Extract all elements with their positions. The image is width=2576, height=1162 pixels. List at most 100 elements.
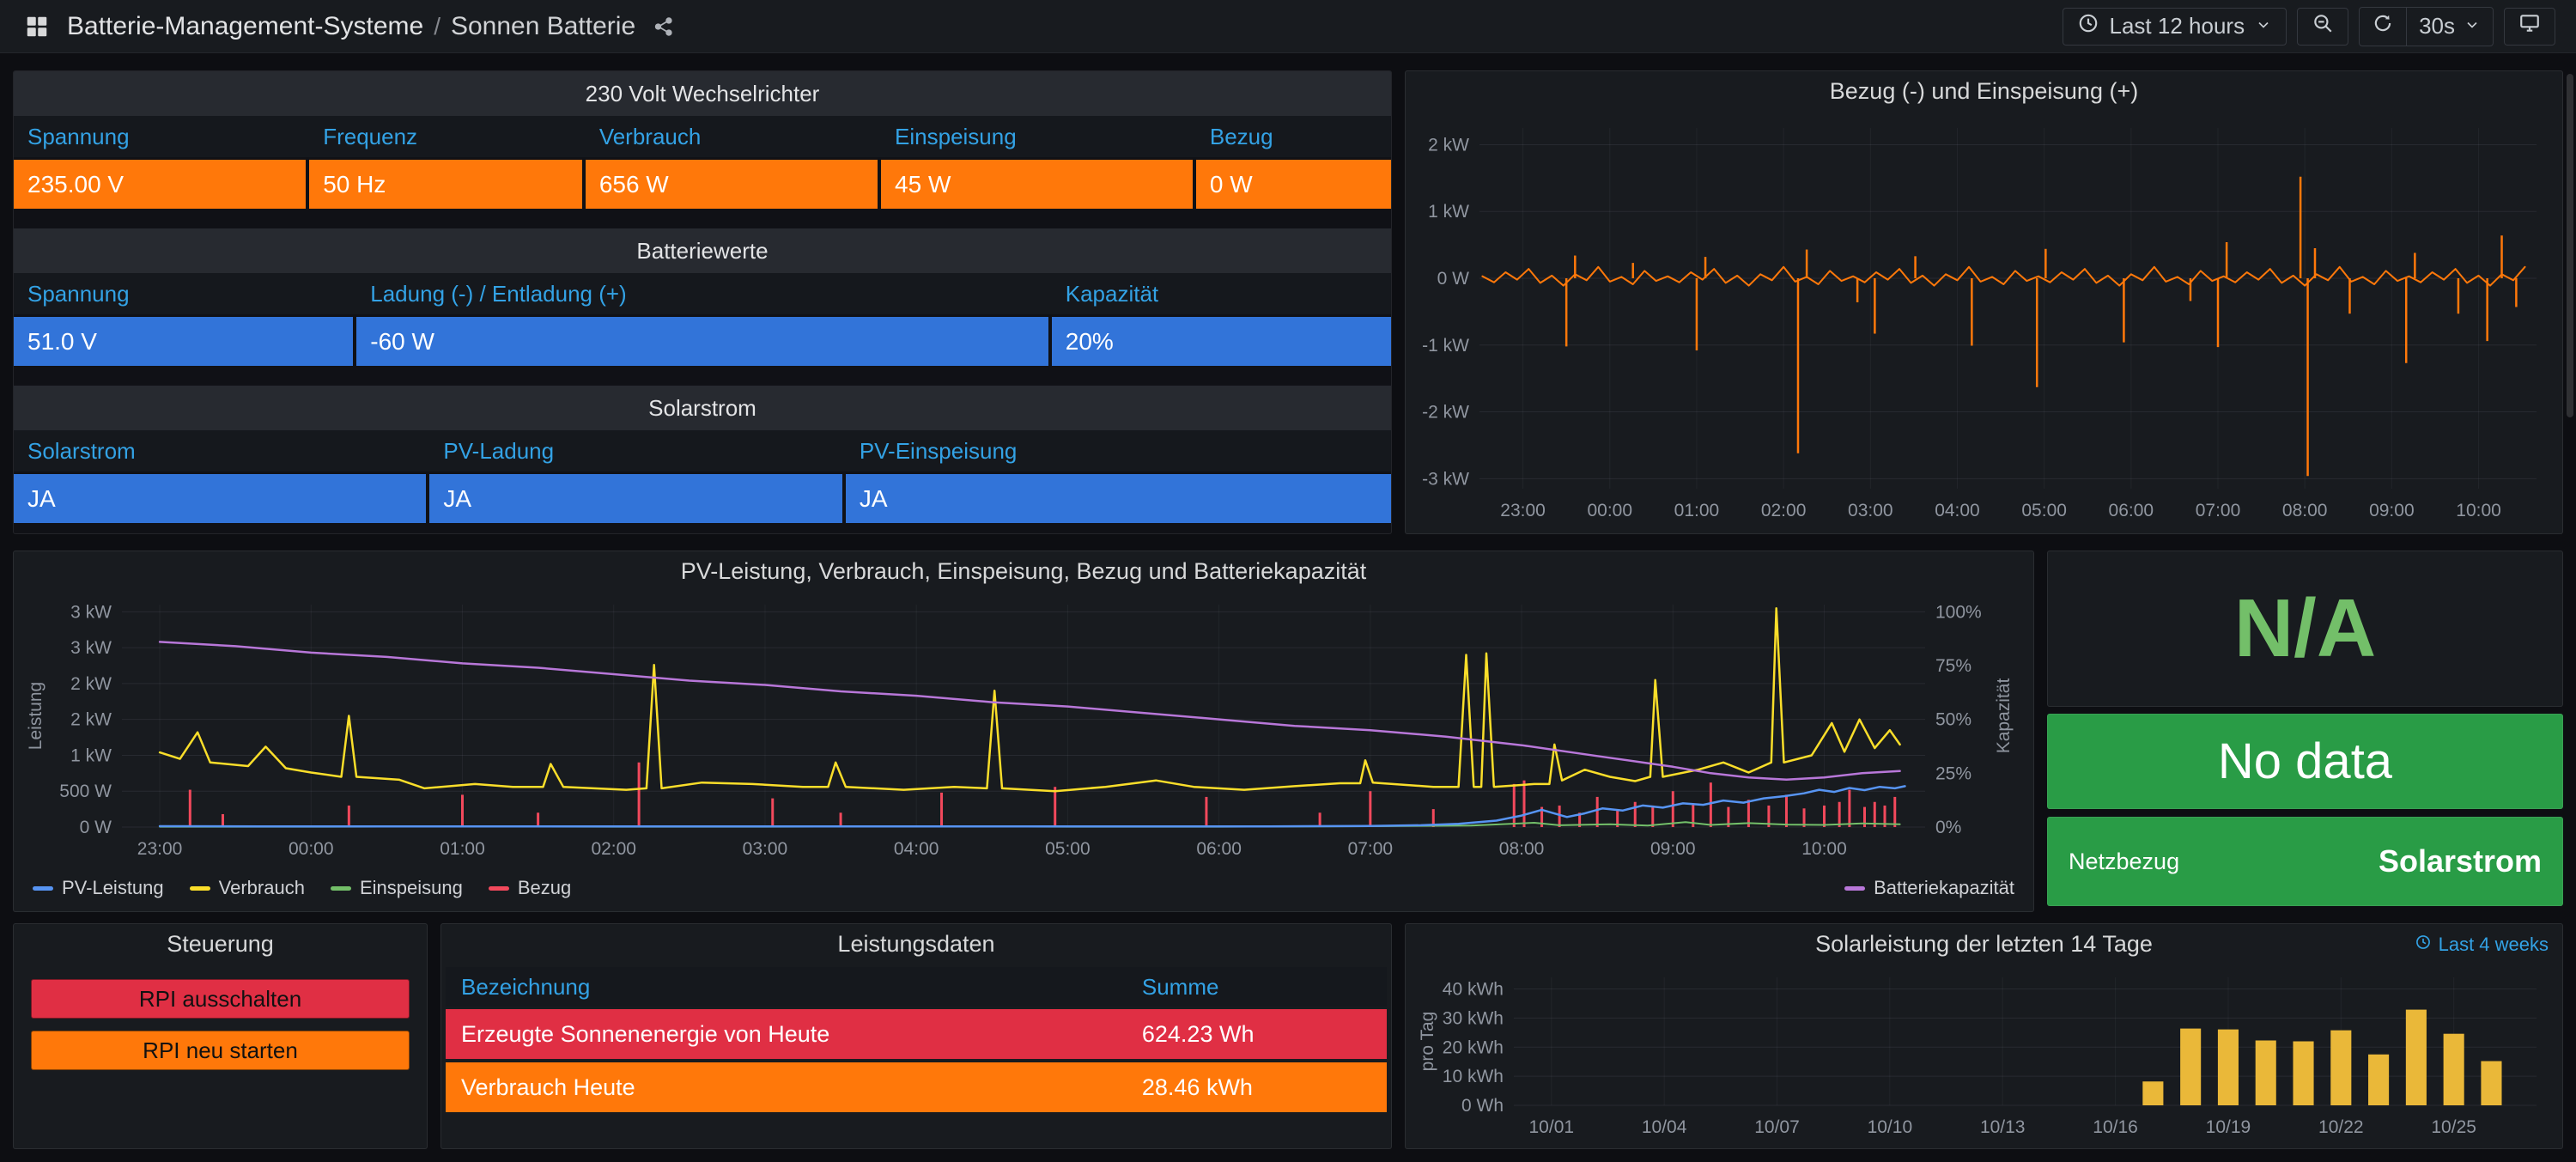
svg-text:10:00: 10:00: [2456, 501, 2501, 520]
table-title: Batteriewerte: [14, 228, 1391, 273]
table-column-header[interactable]: PV-Einspeisung: [859, 437, 1018, 464]
svg-text:03:00: 03:00: [1848, 501, 1893, 520]
svg-text:2 kW: 2 kW: [70, 674, 112, 694]
pv-chart[interactable]: 23:00 00:00 01:00 02:00 03:00 04:00 05:00 06:00…: [19, 591, 2028, 867]
table-value-cell: 20%: [1051, 317, 1391, 366]
apps-grid-icon[interactable]: [21, 10, 53, 43]
table-value-cell: 235.00 V: [14, 160, 307, 209]
netzbezug-value: Solarstrom: [2378, 843, 2542, 879]
chevron-down-icon: [2255, 13, 2272, 40]
panel-netzbezug-stat: Netzbezug Solarstrom: [2047, 817, 2563, 906]
table-value-cell: JA: [14, 474, 427, 523]
svg-text:10/01: 10/01: [1529, 1117, 1575, 1137]
table-header-row: Spannung Frequenz Verbrauch Einspeisung Bezu…: [14, 116, 1391, 157]
svg-text:2 kW: 2 kW: [1428, 135, 1469, 155]
panel-steuerung: Steuerung RPI ausschalten RPI neu starte…: [13, 923, 428, 1149]
table-column-header[interactable]: Verbrauch: [598, 123, 702, 149]
refresh-interval-picker[interactable]: 30s: [2406, 7, 2493, 46]
solar-chart-canvas[interactable]: 10/01 10/04 10/07 10/10 10/13 10/16 10/19 10/22…: [1411, 964, 2557, 1145]
table-column-header[interactable]: PV-Ladung: [443, 437, 555, 464]
svg-text:06:00: 06:00: [2109, 501, 2154, 520]
bezug-chart-canvas[interactable]: 23:00 00:00 01:00 02:00 03:00 04:00 05:00 06:00…: [1411, 114, 2557, 528]
column-header-summe[interactable]: Summe: [1141, 973, 1219, 1000]
column-header-bezeichnung[interactable]: Bezeichnung: [461, 973, 591, 1000]
panel-inverter-tables: 230 Volt Wechselrichter Spannung Frequenz…: [13, 70, 1392, 534]
svg-text:3 kW: 3 kW: [70, 602, 112, 622]
refresh-button[interactable]: [2360, 8, 2406, 46]
zoom-out-button[interactable]: [2297, 7, 2349, 46]
rpi-restart-button[interactable]: RPI neu starten: [31, 1031, 410, 1070]
svg-text:04:00: 04:00: [1935, 501, 1980, 520]
table-column-header[interactable]: Frequenz: [323, 123, 418, 149]
table-column-header[interactable]: Solarstrom: [27, 437, 136, 464]
table-row: Erzeugte Sonnenenergie von Heute 624.23 …: [446, 1009, 1387, 1059]
panel-title[interactable]: PV-Leistung, Verbrauch, Einspeisung, Bez…: [680, 557, 1367, 584]
legend-item[interactable]: PV-Leistung: [33, 877, 164, 899]
svg-text:25%: 25%: [1935, 764, 1971, 783]
svg-text:01:00: 01:00: [440, 839, 485, 859]
svg-text:0 Wh: 0 Wh: [1461, 1096, 1504, 1116]
svg-text:2 kW: 2 kW: [70, 710, 112, 730]
svg-text:Leistung: Leistung: [26, 682, 46, 750]
time-range-picker[interactable]: Last 12 hours: [2062, 7, 2287, 46]
breadcrumb-dashboard-folder[interactable]: Batterie-Management-Systeme: [67, 11, 424, 40]
legend-item[interactable]: Batteriekapazität: [1844, 877, 2014, 899]
table-batteriewerte: Batteriewerte Spannung Ladung (-) / Entla…: [14, 228, 1391, 366]
topbar: Batterie-Management-Systeme / Sonnen Bat…: [0, 0, 2576, 53]
svg-text:07:00: 07:00: [2196, 501, 2241, 520]
svg-text:0 W: 0 W: [1437, 269, 1470, 289]
rpi-shutdown-button[interactable]: RPI ausschalten: [31, 979, 410, 1019]
share-icon[interactable]: [649, 12, 678, 41]
svg-text:-1 kW: -1 kW: [1422, 336, 1469, 356]
panel-title[interactable]: Bezug (-) und Einspeisung (+): [1829, 77, 2139, 104]
clock-icon: [2415, 934, 2432, 956]
table-value-cell: 50 Hz: [309, 160, 582, 209]
table-column-header[interactable]: Spannung: [27, 123, 130, 149]
svg-text:40 kWh: 40 kWh: [1443, 980, 1504, 1000]
legend-item[interactable]: Einspeisung: [330, 877, 463, 899]
legend-item[interactable]: Bezug: [488, 877, 571, 899]
time-range-link[interactable]: Last 4 weeks: [2415, 934, 2549, 956]
table-value-cell: -60 W: [356, 317, 1048, 366]
svg-text:23:00: 23:00: [1500, 501, 1546, 520]
panel-pv-chart: PV-Leistung, Verbrauch, Einspeisung, Bez…: [13, 551, 2034, 912]
svg-text:75%: 75%: [1935, 656, 1971, 676]
table-column-header[interactable]: Ladung (-) / Entladung (+): [370, 280, 627, 307]
panel-leistungsdaten: Leistungsdaten Bezeichnung Summe Erzeugt…: [440, 923, 1392, 1149]
row-label: Verbrauch Heute: [461, 1074, 635, 1100]
svg-text:09:00: 09:00: [2369, 501, 2415, 520]
bezug-chart[interactable]: 23:00 00:00 01:00 02:00 03:00 04:00 05:00 06:00…: [1411, 114, 2557, 528]
svg-text:03:00: 03:00: [743, 839, 788, 859]
solar-chart[interactable]: 10/01 10/04 10/07 10/10 10/13 10/16 10/19 10/22…: [1411, 964, 2557, 1145]
table-value-cell: JA: [845, 474, 1391, 523]
svg-text:09:00: 09:00: [1650, 839, 1696, 859]
panel-title[interactable]: Leistungsdaten: [837, 930, 995, 957]
legend-item[interactable]: Verbrauch: [189, 877, 305, 899]
table-column-header[interactable]: Einspeisung: [895, 123, 1017, 149]
panel-title[interactable]: Steuerung: [167, 930, 274, 957]
svg-text:00:00: 00:00: [289, 839, 334, 859]
table-column-header[interactable]: Kapazität: [1065, 280, 1159, 307]
svg-text:10/07: 10/07: [1754, 1117, 1800, 1137]
table-column-header[interactable]: Bezug: [1209, 123, 1273, 149]
panel-title[interactable]: Solarleistung der letzten 14 Tage: [1815, 930, 2153, 957]
table-value-row: 51.0 V -60 W 20%: [14, 317, 1391, 366]
time-range-link-label: Last 4 weeks: [2438, 934, 2549, 955]
scrollbar-thumb[interactable]: [2567, 74, 2573, 417]
table-solarstrom: Solarstrom Solarstrom PV-Ladung PV-Einspei…: [14, 386, 1391, 523]
table-230v-wechselrichter: 230 Volt Wechselrichter Spannung Frequenz…: [14, 71, 1391, 209]
svg-text:3 kW: 3 kW: [70, 638, 112, 658]
svg-text:20 kWh: 20 kWh: [1443, 1037, 1504, 1057]
svg-text:00:00: 00:00: [1587, 501, 1632, 520]
legend-swatch: [189, 885, 210, 891]
table-column-header[interactable]: Spannung: [27, 280, 130, 307]
panel-no-data-stat: No data: [2047, 714, 2563, 809]
table-row: Verbrauch Heute 28.46 kWh: [446, 1062, 1387, 1112]
refresh-group: 30s: [2359, 6, 2494, 46]
pv-chart-canvas[interactable]: 23:00 00:00 01:00 02:00 03:00 04:00 05:00 06:00…: [19, 591, 2028, 867]
kiosk-mode-button[interactable]: [2504, 7, 2555, 46]
breadcrumb-page[interactable]: Sonnen Batterie: [450, 11, 636, 40]
svg-text:10/19: 10/19: [2206, 1117, 2251, 1137]
leistungsdaten-table: Bezeichnung Summe Erzeugte Sonnenenergie…: [446, 967, 1387, 1116]
